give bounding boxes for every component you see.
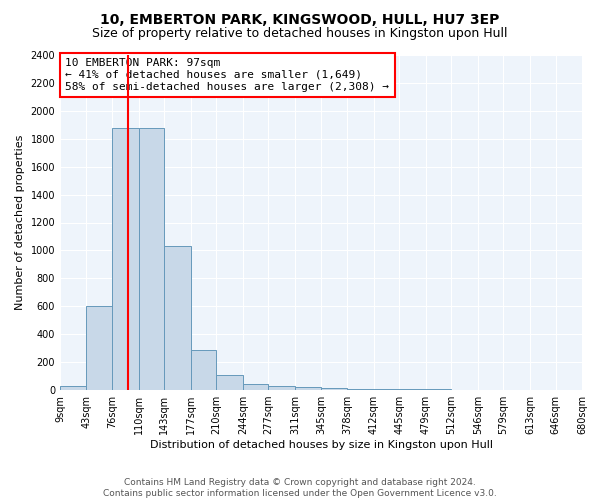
- Text: 10 EMBERTON PARK: 97sqm
← 41% of detached houses are smaller (1,649)
58% of semi: 10 EMBERTON PARK: 97sqm ← 41% of detache…: [65, 58, 389, 92]
- Bar: [347, 388, 374, 390]
- Bar: [243, 384, 268, 390]
- Bar: [60, 386, 86, 390]
- Bar: [112, 128, 139, 390]
- Bar: [191, 350, 217, 390]
- Text: Contains HM Land Registry data © Crown copyright and database right 2024.
Contai: Contains HM Land Registry data © Crown c…: [103, 478, 497, 498]
- X-axis label: Distribution of detached houses by size in Kingston upon Hull: Distribution of detached houses by size …: [149, 440, 493, 450]
- Text: 10, EMBERTON PARK, KINGSWOOD, HULL, HU7 3EP: 10, EMBERTON PARK, KINGSWOOD, HULL, HU7 …: [100, 12, 500, 26]
- Text: Size of property relative to detached houses in Kingston upon Hull: Size of property relative to detached ho…: [92, 28, 508, 40]
- Bar: [139, 128, 164, 390]
- Bar: [295, 387, 322, 390]
- Bar: [86, 306, 112, 390]
- Bar: [322, 388, 347, 390]
- Bar: [374, 389, 399, 390]
- Bar: [164, 246, 191, 390]
- Bar: [217, 374, 243, 390]
- Bar: [268, 386, 295, 390]
- Y-axis label: Number of detached properties: Number of detached properties: [15, 135, 25, 310]
